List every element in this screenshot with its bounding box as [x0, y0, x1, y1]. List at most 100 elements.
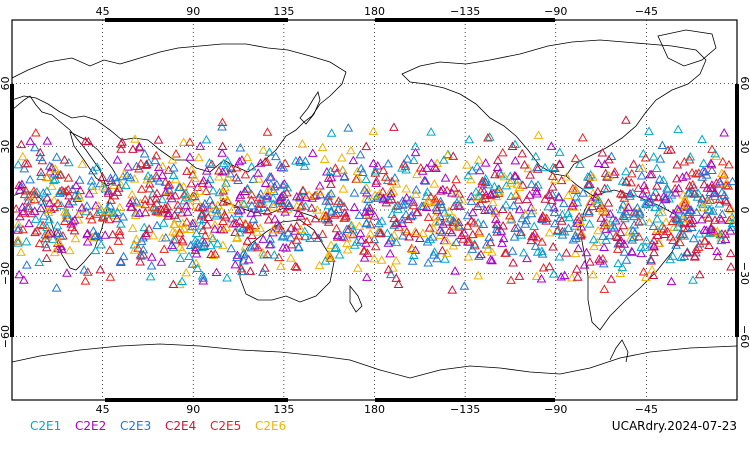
- observation-marker: [672, 173, 682, 183]
- observation-marker: [646, 256, 657, 265]
- observation-marker: [36, 167, 46, 176]
- observation-marker: [138, 249, 149, 259]
- legend-entry: C2E1: [30, 419, 61, 433]
- observation-marker: [474, 251, 484, 260]
- observation-marker: [541, 213, 552, 223]
- observation-marker: [446, 227, 457, 237]
- observation-marker: [599, 284, 610, 293]
- observation-marker: [221, 178, 231, 187]
- y-tick-label: 60: [738, 76, 750, 90]
- observation-marker: [231, 162, 242, 172]
- y-tick-label: −60: [738, 325, 750, 348]
- observation-marker: [355, 149, 366, 159]
- observation-marker: [697, 172, 708, 181]
- observation-marker: [680, 198, 690, 207]
- observation-marker: [169, 210, 180, 219]
- observation-marker: [74, 175, 85, 184]
- observation-marker: [100, 230, 110, 239]
- observation-marker: [497, 147, 508, 157]
- observation-marker: [487, 197, 498, 207]
- observation-marker: [206, 231, 216, 241]
- observation-marker: [268, 199, 279, 208]
- observation-marker: [14, 269, 25, 279]
- observation-marker: [505, 210, 515, 220]
- observation-marker: [118, 212, 128, 221]
- observation-marker: [116, 144, 126, 153]
- y-tick-label: −30: [0, 262, 12, 285]
- observation-marker: [357, 167, 368, 176]
- observation-marker: [206, 159, 217, 168]
- observation-marker: [168, 226, 178, 236]
- observation-marker: [438, 155, 449, 164]
- observation-marker: [472, 201, 483, 211]
- observation-marker: [466, 196, 477, 205]
- observation-marker: [473, 270, 484, 280]
- observation-marker: [652, 213, 663, 223]
- observation-marker: [343, 123, 354, 132]
- observation-marker: [218, 197, 228, 206]
- observation-marker: [593, 194, 603, 203]
- observation-marker: [601, 235, 611, 244]
- observation-marker: [240, 169, 251, 179]
- observation-marker: [88, 185, 98, 195]
- observation-marker: [525, 170, 536, 179]
- observation-marker: [451, 220, 461, 230]
- observation-marker: [299, 161, 310, 170]
- observation-marker: [159, 244, 170, 253]
- observation-marker: [248, 214, 259, 223]
- observation-marker: [446, 188, 457, 197]
- observation-marker: [401, 183, 412, 193]
- observation-marker: [177, 245, 188, 254]
- observation-marker: [402, 226, 412, 236]
- observation-marker: [521, 215, 532, 225]
- observation-marker: [423, 212, 434, 221]
- observation-marker: [640, 153, 651, 162]
- observation-marker: [217, 141, 228, 150]
- observation-marker: [217, 167, 228, 176]
- observation-marker: [369, 253, 380, 263]
- observation-marker: [54, 228, 65, 238]
- observation-marker: [501, 180, 512, 190]
- observation-marker: [246, 161, 257, 171]
- observation-marker: [368, 126, 379, 135]
- observation-marker: [129, 245, 140, 254]
- observation-marker: [689, 252, 700, 261]
- observation-marker: [425, 234, 436, 244]
- observation-marker: [95, 264, 106, 274]
- observation-marker: [163, 211, 174, 220]
- observation-marker: [597, 203, 607, 213]
- observation-marker: [319, 154, 330, 164]
- observation-marker: [627, 187, 638, 197]
- observation-marker: [41, 253, 52, 262]
- observation-marker: [184, 251, 194, 260]
- observation-marker: [549, 163, 560, 172]
- legend-entry: C2E6: [255, 419, 286, 433]
- observation-marker: [514, 271, 525, 280]
- observation-marker: [583, 180, 594, 189]
- observation-marker: [198, 175, 209, 185]
- observation-marker: [450, 189, 461, 198]
- observation-marker: [282, 182, 293, 192]
- observation-marker: [345, 228, 356, 238]
- observation-marker: [351, 237, 362, 246]
- observation-marker: [331, 242, 342, 252]
- observation-marker: [205, 195, 215, 204]
- observation-marker: [685, 152, 696, 161]
- observation-marker: [386, 194, 397, 203]
- observation-marker: [671, 213, 682, 223]
- observation-marker: [290, 261, 301, 271]
- observation-marker: [382, 228, 393, 237]
- observation-marker: [82, 201, 92, 210]
- observation-marker: [309, 191, 320, 200]
- observation-marker: [626, 177, 637, 187]
- observation-marker: [321, 196, 332, 205]
- observation-marker: [323, 173, 334, 182]
- observation-marker: [337, 165, 348, 174]
- observation-marker: [657, 207, 667, 217]
- observation-marker: [491, 219, 502, 228]
- observation-marker: [352, 173, 363, 183]
- observation-marker: [167, 193, 177, 203]
- observation-marker: [589, 241, 599, 251]
- observation-marker: [605, 209, 616, 218]
- observation-marker: [691, 244, 702, 253]
